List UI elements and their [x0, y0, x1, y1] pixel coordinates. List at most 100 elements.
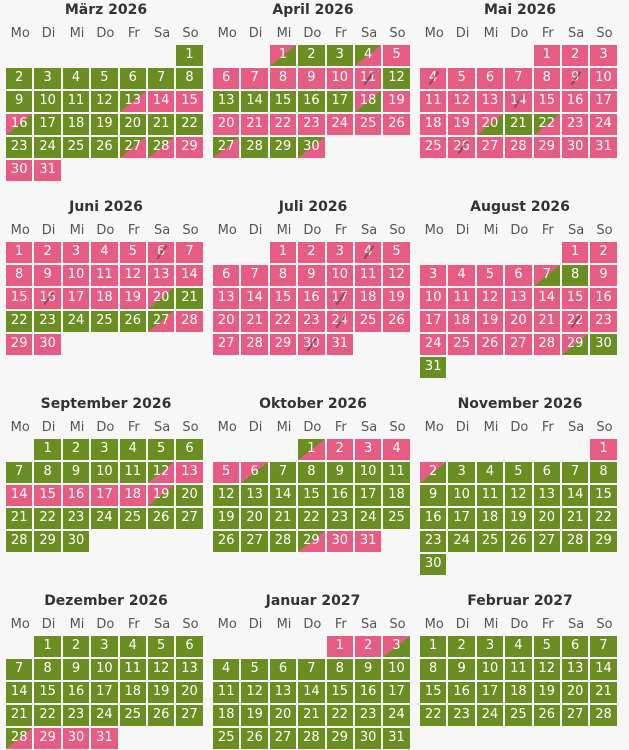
day-cell[interactable]: 26 [213, 531, 240, 552]
day-cell[interactable]: 3 [91, 636, 118, 657]
day-cell[interactable]: 25 [448, 334, 475, 355]
day-cell[interactable]: 2 [561, 45, 589, 66]
day-cell[interactable]: 20 [213, 114, 240, 135]
day-cell[interactable]: 13 [241, 485, 268, 506]
day-cell[interactable]: 27 [176, 508, 203, 529]
day-cell[interactable]: 17 [476, 682, 504, 703]
day-cell[interactable]: 2 [62, 439, 90, 460]
day-cell[interactable]: 29 [561, 334, 589, 355]
day-cell[interactable]: 19 [91, 114, 118, 135]
day-cell[interactable]: 21 [561, 508, 589, 529]
day-cell[interactable]: 23 [34, 311, 61, 332]
day-cell[interactable]: 28 [241, 137, 268, 158]
day-cell[interactable]: 28 [533, 334, 560, 355]
day-cell[interactable]: 21 [533, 311, 560, 332]
day-cell[interactable]: 27 [213, 334, 240, 355]
day-cell[interactable]: 4 [505, 636, 532, 657]
day-cell[interactable]: 21 [176, 288, 203, 309]
day-cell[interactable]: 31 [326, 334, 353, 355]
day-cell[interactable]: 23 [326, 508, 353, 529]
day-cell[interactable]: 1 [298, 439, 325, 460]
day-cell[interactable]: 29 [590, 531, 617, 552]
day-cell[interactable]: 20 [241, 508, 268, 529]
day-cell[interactable]: 12 [147, 462, 175, 483]
day-cell[interactable]: 23 [354, 705, 382, 726]
day-cell[interactable]: 29 [34, 531, 61, 552]
day-cell[interactable]: 1 [533, 45, 560, 66]
day-cell[interactable]: 26 [119, 311, 146, 332]
day-cell[interactable]: 2 [354, 636, 382, 657]
day-cell[interactable]: 4 [383, 439, 410, 460]
day-cell[interactable]: 15 [561, 288, 589, 309]
day-cell[interactable]: 5 [91, 68, 118, 89]
day-cell[interactable]: 26 [448, 137, 475, 158]
day-cell[interactable]: 24 [34, 137, 61, 158]
day-cell[interactable]: 26 [147, 508, 175, 529]
day-cell[interactable]: 31 [590, 137, 617, 158]
day-cell[interactable]: 6 [269, 659, 297, 680]
day-cell[interactable]: 27 [241, 531, 268, 552]
day-cell[interactable]: 30 [298, 137, 325, 158]
day-cell[interactable]: 26 [241, 728, 268, 749]
day-cell[interactable]: 13 [505, 288, 532, 309]
day-cell[interactable]: 14 [6, 485, 33, 506]
day-cell[interactable]: 16 [62, 485, 90, 506]
day-cell[interactable]: 13 [147, 265, 175, 286]
day-cell[interactable]: 18 [476, 508, 504, 529]
day-cell[interactable]: 22 [176, 114, 203, 135]
day-cell[interactable]: 23 [62, 705, 90, 726]
day-cell[interactable]: 5 [383, 45, 410, 66]
day-cell[interactable]: 5 [119, 242, 146, 263]
day-cell[interactable]: 20 [176, 682, 203, 703]
day-cell[interactable]: 3 [420, 265, 447, 286]
day-cell[interactable]: 14 [176, 265, 203, 286]
day-cell[interactable]: 2 [326, 439, 353, 460]
day-cell[interactable]: 5 [147, 636, 175, 657]
day-cell[interactable]: 16 [34, 288, 61, 309]
day-cell[interactable]: 23 [298, 114, 325, 135]
day-cell[interactable]: 30 [62, 531, 90, 552]
day-cell[interactable]: 12 [91, 91, 118, 112]
day-cell[interactable]: 13 [213, 91, 240, 112]
day-cell[interactable]: 10 [326, 68, 353, 89]
day-cell[interactable]: 5 [505, 462, 532, 483]
day-cell[interactable]: 7 [241, 265, 268, 286]
day-cell[interactable]: 18 [119, 682, 146, 703]
day-cell[interactable]: 12 [383, 68, 410, 89]
day-cell[interactable]: 9 [298, 265, 325, 286]
day-cell[interactable]: 3 [326, 242, 353, 263]
day-cell[interactable]: 25 [476, 531, 504, 552]
day-cell[interactable]: 19 [533, 682, 560, 703]
day-cell[interactable]: 4 [91, 242, 118, 263]
day-cell[interactable]: 4 [354, 45, 382, 66]
day-cell[interactable]: 24 [91, 705, 118, 726]
day-cell[interactable]: 26 [476, 334, 504, 355]
day-cell[interactable]: 4 [213, 659, 240, 680]
day-cell[interactable]: 4 [62, 68, 90, 89]
day-cell[interactable]: 10 [91, 659, 118, 680]
day-cell[interactable]: 24 [476, 705, 504, 726]
day-cell[interactable]: 27 [119, 137, 146, 158]
day-cell[interactable]: 25 [354, 114, 382, 135]
day-cell[interactable]: 8 [6, 265, 33, 286]
day-cell[interactable]: 1 [176, 45, 203, 66]
day-cell[interactable]: 3 [448, 462, 475, 483]
day-cell[interactable]: 30 [34, 334, 61, 355]
day-cell[interactable]: 13 [561, 659, 589, 680]
day-cell[interactable]: 17 [91, 682, 118, 703]
day-cell[interactable]: 13 [476, 91, 504, 112]
day-cell[interactable]: 18 [505, 682, 532, 703]
day-cell[interactable]: 18 [354, 288, 382, 309]
day-cell[interactable]: 23 [6, 137, 33, 158]
day-cell[interactable]: 24 [326, 114, 353, 135]
day-cell[interactable]: 7 [505, 68, 532, 89]
day-cell[interactable]: 30 [590, 334, 617, 355]
day-cell[interactable]: 23 [448, 705, 475, 726]
day-cell[interactable]: 1 [34, 636, 61, 657]
day-cell[interactable]: 3 [62, 242, 90, 263]
day-cell[interactable]: 17 [354, 485, 382, 506]
day-cell[interactable]: 30 [420, 554, 447, 575]
day-cell[interactable]: 22 [298, 508, 325, 529]
day-cell[interactable]: 2 [298, 45, 325, 66]
day-cell[interactable]: 2 [448, 636, 475, 657]
